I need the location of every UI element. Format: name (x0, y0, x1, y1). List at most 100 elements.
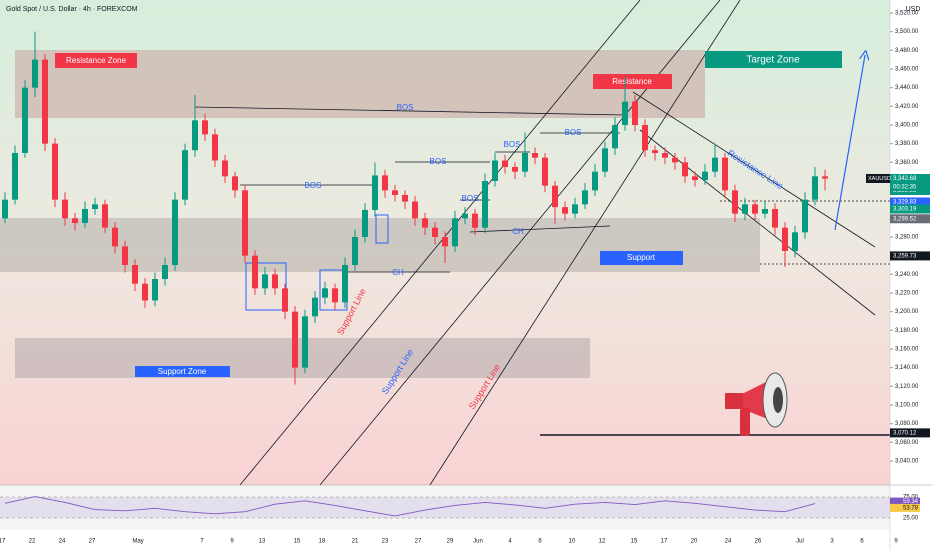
price-tag (890, 251, 930, 261)
zone-label: Target Zone (746, 55, 800, 66)
date-label: 3 (830, 539, 834, 545)
bos-label: BOS (397, 103, 414, 112)
bos-label: BOS (430, 157, 447, 166)
price-tick-label: 3,520.00 (895, 11, 919, 17)
target-arrow (834, 55, 865, 231)
price-tick-label: 3,060.00 (895, 440, 919, 446)
candle-body (692, 176, 698, 181)
price-tick-label: 3,280.00 (895, 235, 919, 241)
candle-body (662, 153, 668, 158)
rsi-tick-label: 25.00 (903, 516, 919, 522)
price-tag-label: 3,329.83 (893, 188, 917, 194)
price-tag (890, 428, 930, 438)
date-label: 27 (89, 539, 96, 545)
candle-body (82, 209, 88, 223)
candle-body (212, 134, 218, 161)
label-bg (593, 74, 672, 89)
price-tick-label: 3,160.00 (895, 347, 919, 353)
price-tick-label: 3,380.00 (895, 141, 919, 147)
candle-body (32, 59, 38, 88)
countdown-tag (890, 182, 930, 191)
candle-body (592, 171, 598, 191)
price-tick-label: 3,240.00 (895, 272, 919, 278)
price-tick-label: 3,180.00 (895, 328, 919, 334)
candle-body (772, 209, 778, 228)
date-label: 4 (508, 539, 512, 545)
date-label: 22 (29, 539, 36, 545)
date-label: 15 (631, 539, 638, 545)
candle-body (492, 160, 498, 181)
candle-body (552, 185, 558, 208)
zone-label: Resistance Zone (66, 56, 127, 65)
price-tick-label: 3,460.00 (895, 67, 919, 73)
candle-body (742, 204, 748, 214)
candle-body (142, 283, 148, 301)
price-tag-label: 3,342.68 (893, 176, 917, 182)
candle-body (412, 201, 418, 219)
price-tick-label: 3,420.00 (895, 104, 919, 110)
date-label: 17 (661, 539, 668, 545)
price-tick-label: 3,120.00 (895, 384, 919, 390)
date-label: 21 (352, 539, 359, 545)
candle-body (202, 120, 208, 135)
candle-body (472, 213, 478, 228)
candle-body (722, 157, 728, 191)
candle-body (302, 316, 308, 368)
candle-body (342, 265, 348, 303)
rsi-background (0, 485, 890, 530)
candle-body (162, 265, 168, 279)
price-tick-label: 3,400.00 (895, 123, 919, 129)
candle-body (792, 232, 798, 251)
candle-body (482, 181, 488, 228)
price-tick-label: 3,360.00 (895, 160, 919, 166)
candle-body (242, 190, 248, 256)
price-tag (890, 204, 930, 214)
candle-body (182, 150, 188, 200)
candle-body (222, 160, 228, 177)
candle-body (682, 162, 688, 177)
candle-body (522, 153, 528, 172)
date-label: 12 (599, 539, 606, 545)
date-label: 20 (691, 539, 698, 545)
price-tag (890, 173, 930, 183)
date-label: 26 (755, 539, 762, 545)
price-tag-label: 3,303.19 (893, 207, 917, 213)
date-label: Jun (473, 539, 483, 545)
date-label: May (132, 539, 143, 545)
price-tag (890, 197, 930, 207)
candle-body (262, 274, 268, 289)
candle-body (332, 288, 338, 303)
rsi-line (4, 496, 816, 517)
label-bg (55, 53, 137, 68)
symbol-label: XAUUSD (868, 176, 891, 182)
candle-body (312, 297, 318, 317)
date-label: 6 (860, 539, 864, 545)
date-label: 23 (382, 539, 389, 545)
price-tick-label: 3,100.00 (895, 403, 919, 409)
candle-body (732, 190, 738, 214)
bos-label: BOS (565, 128, 582, 137)
chart-title: Gold Spot / U.S. Dollar · 4h · FOREXCOM (6, 6, 138, 13)
zone-label: Support Zone (158, 367, 207, 376)
candle-body (632, 101, 638, 125)
candle-body (2, 199, 8, 219)
candle-body (402, 195, 408, 202)
candle-body (462, 213, 468, 219)
candle-body (12, 153, 18, 200)
rsi-band (0, 497, 890, 518)
candle-body (602, 148, 608, 172)
candle-body (572, 204, 578, 214)
rsi-tag-label: 59.34 (903, 499, 919, 505)
candle-body (642, 125, 648, 151)
label-bg (600, 251, 683, 265)
candle-body (782, 227, 788, 251)
candle-body (382, 175, 388, 191)
candle-body (512, 167, 518, 172)
candle-body (232, 176, 238, 191)
bos-label: BOS (462, 194, 479, 203)
rsi-tag (890, 497, 920, 506)
date-label: 24 (59, 539, 66, 545)
candle-body (702, 171, 708, 181)
price-tick-label: 3,040.00 (895, 459, 919, 465)
